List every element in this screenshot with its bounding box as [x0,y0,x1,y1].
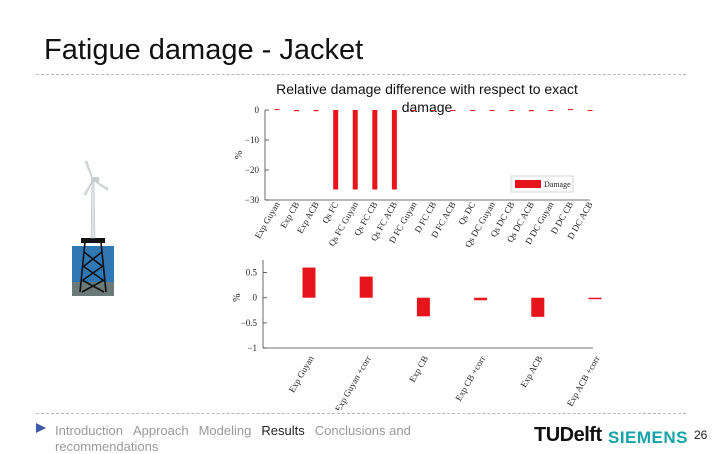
y-tick-label: −10 [245,135,260,145]
x-tick-label: Exp Guyan [287,354,316,395]
x-tick-label: Exp CB +corr [453,354,487,403]
x-tick-label: Exp Guyan +corr [333,354,373,410]
x-tick-label: Exp CB [407,354,430,384]
y-tick-label: 0.5 [246,268,258,278]
jacket-structure [79,241,107,293]
chart-2: 0.5 0 −0.5 −1% Exp Guyan Exp Guyan +corr Exp C… [232,260,602,410]
x-tick-label: Exp Guyan [253,200,282,241]
bar [352,110,358,190]
y-axis-label: % [234,151,245,159]
x-tick-label: Exp ACB +corr [565,354,602,408]
tudelft-logo-text: TUDelft [534,424,602,446]
footer-divider [36,413,686,414]
nav-item-approach[interactable]: Approach [132,423,189,438]
bar [391,110,397,190]
nav-item-wrap: recommendations [55,439,159,454]
x-tick-label: Qs FC [320,200,340,225]
bar [416,297,430,317]
bar [548,110,554,111]
slide-title: Fatigue damage - Jacket [44,34,364,66]
nav-arrow-icon [36,423,46,433]
bar [313,110,319,112]
water [72,246,114,284]
bar [411,110,417,111]
bar [302,267,316,298]
bar [509,110,515,111]
siemens-logo-text: SIEMENS [608,428,689,447]
y-tick-label: 0 [255,105,260,115]
bar [588,297,602,300]
bar [474,297,488,301]
tower [90,179,96,239]
title-divider [36,74,686,75]
chart-caption: Relative damage difference with respect … [247,80,607,116]
y-tick-label: −20 [245,165,260,175]
y-tick-label: 0 [253,293,258,303]
nav-item-introduction[interactable]: Introduction [55,423,123,438]
nav-item-modeling[interactable]: Modeling [198,423,252,438]
legend-swatch [515,180,541,188]
siemens-logo: SIEMENS [608,428,688,448]
tudelft-logo: TUDelft [534,424,602,447]
chart-caption-line-1: Relative damage difference with respect … [276,81,578,97]
page-number: 26 [694,428,708,442]
bar [567,109,573,111]
transition-piece [81,238,105,243]
bar [489,110,495,111]
y-tick-label: −0.5 [241,318,258,328]
x-tick-label: Exp ACB [518,354,544,389]
nav-item-conclusions-and[interactable]: Conclusions and [314,423,411,438]
bar [470,110,476,111]
y-tick-label: −1 [247,343,257,353]
legend-label: Damage [544,180,571,189]
bar [528,110,534,112]
nav-item-results[interactable]: Results [261,423,305,438]
y-axis-label: % [232,294,243,302]
nav-bar: Introduction Approach Modeling Results Concl… [55,423,421,438]
bar [431,110,436,111]
bar [333,110,339,190]
bar [531,297,545,317]
bar [450,110,456,111]
rotor-blades [83,160,109,196]
nacelle [91,177,99,182]
offshore-wind-turbine-icon [72,160,114,296]
y-tick-label: −30 [245,195,260,205]
bar [359,276,373,298]
bar [372,110,378,190]
bar [587,110,593,111]
bar [294,110,300,112]
bar [274,109,280,111]
seabed [72,282,114,296]
